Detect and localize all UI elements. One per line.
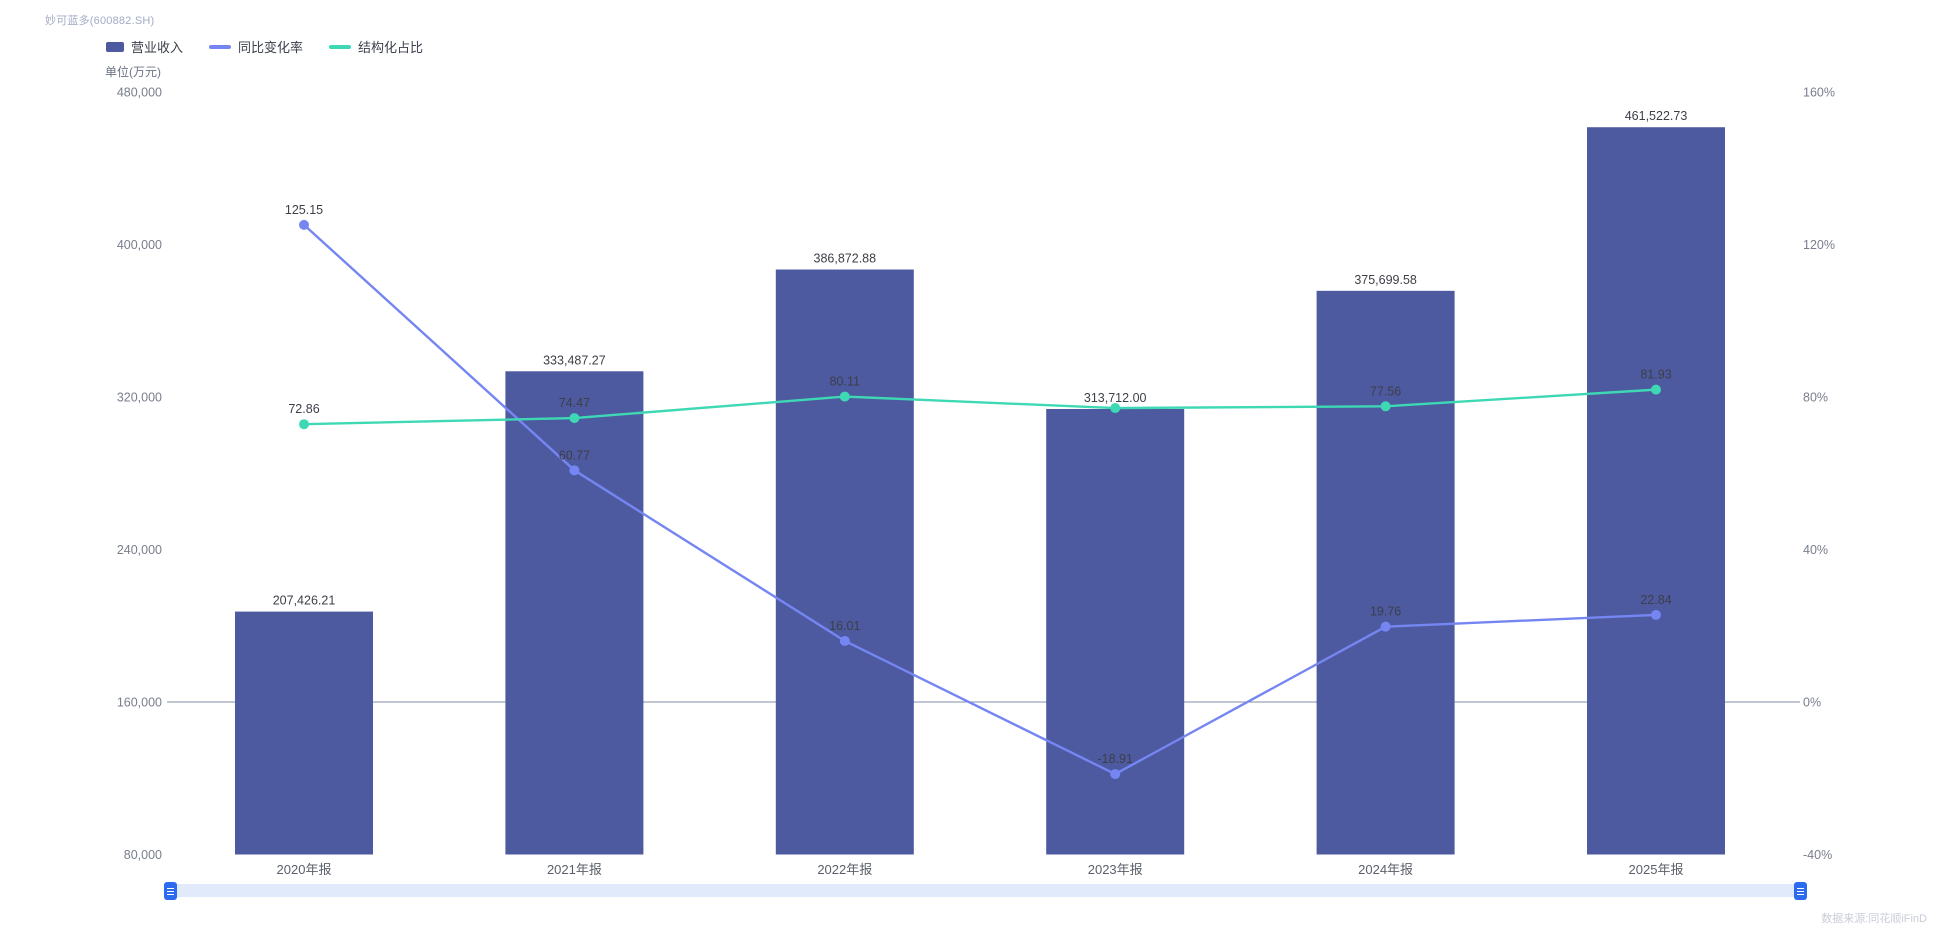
line-value-label: 19.76 bbox=[1370, 605, 1401, 619]
line-point-同比变化率-2022年报[interactable] bbox=[839, 635, 850, 646]
unit-label: 单位(万元) bbox=[105, 65, 161, 79]
x-axis-category-label: 2020年报 bbox=[277, 862, 332, 877]
line-value-label: 16.01 bbox=[829, 619, 860, 633]
line-point-同比变化率-2025年报[interactable] bbox=[1651, 609, 1661, 620]
data-source-label: 数据来源:同花顺iFinD bbox=[1821, 913, 1927, 925]
line-point-结构化占比-2024年报[interactable] bbox=[1380, 401, 1391, 412]
line-value-label: 80.11 bbox=[830, 375, 860, 389]
bar-2024年报[interactable] bbox=[1316, 290, 1455, 855]
line-value-label: 81.93 bbox=[1640, 368, 1671, 382]
line-series-swatch-icon bbox=[329, 44, 352, 49]
legend-item-label: 结构化占比 bbox=[358, 40, 424, 55]
line-value-label: 72.86 bbox=[288, 402, 319, 416]
line-value-label: 74.47 bbox=[559, 396, 590, 410]
bar-2021年报[interactable] bbox=[505, 371, 644, 855]
security-title: 妙可蓝多(600882.SH) bbox=[45, 15, 155, 27]
right-axis-tick-label: 0% bbox=[1803, 696, 1821, 710]
x-axis-category-label: 2022年报 bbox=[817, 862, 872, 877]
x-axis-category-label: 2021年报 bbox=[547, 862, 602, 877]
right-axis-tick-label: 80% bbox=[1803, 391, 1828, 405]
x-axis-category-label: 2023年报 bbox=[1088, 862, 1143, 877]
left-axis-tick-label: 160,000 bbox=[117, 696, 162, 710]
line-value-label: 60.77 bbox=[559, 448, 590, 462]
bar-2023年报[interactable] bbox=[1046, 408, 1185, 855]
bar-2022年报[interactable] bbox=[775, 269, 914, 855]
line-series-swatch-icon bbox=[209, 44, 232, 49]
right-axis-tick-label: 40% bbox=[1803, 543, 1828, 557]
right-axis-tick-label: 120% bbox=[1803, 238, 1835, 252]
left-axis-tick-label: 240,000 bbox=[117, 543, 162, 557]
line-point-同比变化率-2024年报[interactable] bbox=[1380, 621, 1391, 632]
right-axis-tick-label: -40% bbox=[1803, 848, 1832, 862]
x-axis-category-label: 2024年报 bbox=[1358, 862, 1413, 877]
left-axis-tick-label: 80,000 bbox=[124, 848, 162, 862]
bar-value-label: 375,699.58 bbox=[1354, 273, 1417, 287]
data-zoom-right-handle-icon[interactable] bbox=[1794, 882, 1807, 900]
legend-item-yoy-change[interactable]: 同比变化率 bbox=[209, 37, 303, 56]
line-series-结构化占比 bbox=[303, 388, 1657, 426]
legend-item-label: 营业收入 bbox=[131, 40, 184, 55]
bar-2020年报[interactable] bbox=[235, 611, 373, 855]
line-value-label: 125.15 bbox=[285, 203, 323, 217]
line-point-结构化占比-2023年报[interactable] bbox=[1110, 403, 1121, 414]
bar-value-label: 461,522.73 bbox=[1625, 109, 1688, 123]
line-value-label: -18.91 bbox=[1097, 752, 1132, 766]
data-zoom-slider[interactable] bbox=[164, 882, 1807, 900]
bar-value-label: 333,487.27 bbox=[543, 353, 606, 367]
legend-item-revenue[interactable]: 营业收入 bbox=[106, 37, 183, 56]
bar-value-label: 386,872.88 bbox=[814, 252, 877, 266]
right-axis-tick-label: 160% bbox=[1803, 86, 1835, 100]
line-value-label: 22.84 bbox=[1640, 593, 1671, 607]
line-point-同比变化率-2020年报[interactable] bbox=[299, 219, 309, 230]
bar-2025年报[interactable] bbox=[1587, 127, 1725, 855]
data-zoom-track[interactable] bbox=[171, 884, 1800, 897]
legend-item-label: 同比变化率 bbox=[238, 40, 304, 55]
legend: 营业收入 同比变化率 结构化占比 bbox=[106, 37, 423, 56]
line-point-同比变化率-2021年报[interactable] bbox=[569, 465, 580, 476]
data-zoom-left-handle-icon[interactable] bbox=[164, 882, 177, 900]
bar-value-label: 207,426.21 bbox=[273, 594, 336, 608]
legend-item-structural-ratio[interactable]: 结构化占比 bbox=[329, 37, 423, 56]
left-axis-tick-label: 400,000 bbox=[117, 238, 162, 252]
line-point-结构化占比-2021年报[interactable] bbox=[569, 413, 580, 424]
line-value-label: 77.56 bbox=[1370, 384, 1401, 398]
line-point-结构化占比-2022年报[interactable] bbox=[839, 391, 850, 402]
left-axis-tick-label: 480,000 bbox=[117, 86, 162, 100]
line-series-同比变化率 bbox=[303, 223, 1657, 776]
bar-series-swatch-icon bbox=[106, 41, 124, 52]
line-point-结构化占比-2025年报[interactable] bbox=[1651, 384, 1661, 395]
x-axis-category-label: 2025年报 bbox=[1629, 862, 1684, 877]
line-point-结构化占比-2020年报[interactable] bbox=[299, 419, 309, 430]
bar-value-label: 313,712.00 bbox=[1084, 391, 1147, 405]
line-point-同比变化率-2023年报[interactable] bbox=[1110, 769, 1121, 780]
left-axis-tick-label: 320,000 bbox=[117, 391, 162, 405]
